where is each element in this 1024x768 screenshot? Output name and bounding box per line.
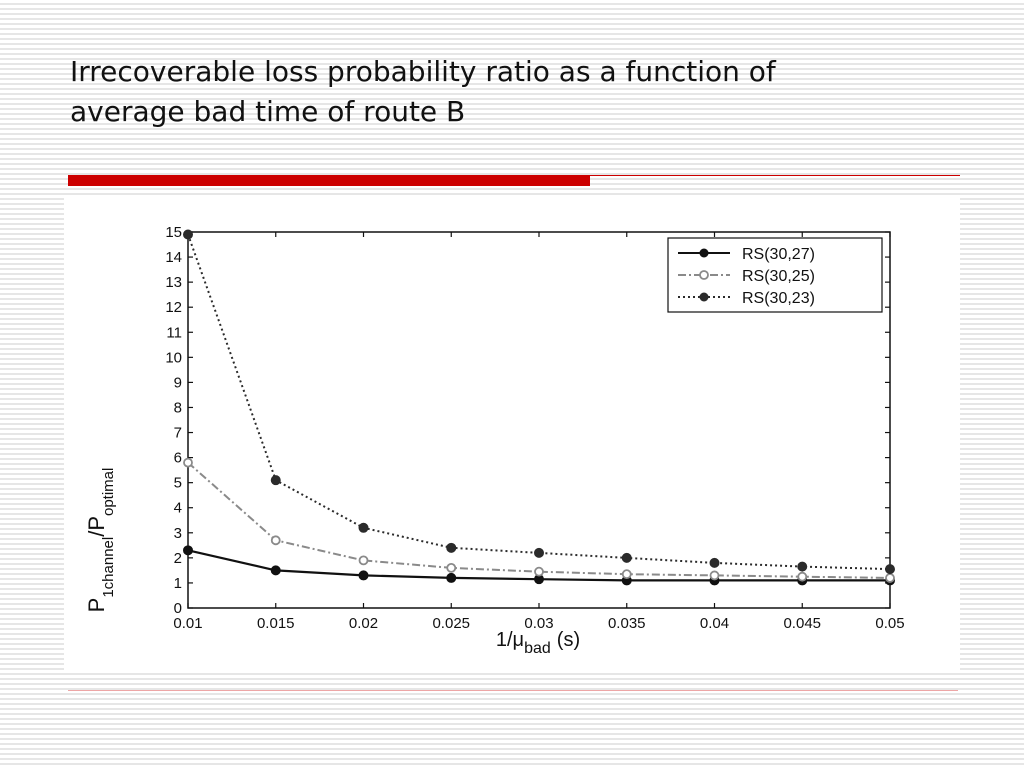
data-point-RS(30,25)	[183, 457, 193, 468]
data-point-RS(30,23)	[446, 542, 457, 553]
data-point-RS(30,25)	[709, 570, 720, 581]
data-point-RS(30,27)	[358, 570, 369, 581]
series-line-RS(30,25)	[187, 461, 891, 579]
data-point-RS(30,25)	[358, 555, 369, 566]
data-point-RS(30,25)	[885, 573, 895, 583]
data-point-RS(30,25)	[534, 566, 544, 577]
y-tick-label: 14	[165, 249, 182, 266]
data-point-RS(30,27)	[183, 545, 193, 556]
legend-label-RS(30,27): RS(30,27)	[742, 246, 815, 263]
y-tick-label: 6	[174, 450, 182, 467]
y-tick-label: 8	[174, 399, 182, 416]
data-point-RS(30,27)	[270, 565, 281, 576]
slide-title-line-1: Irrecoverable loss probability ratio as …	[70, 55, 776, 88]
legend-label-RS(30,23): RS(30,23)	[742, 290, 815, 307]
x-axis-label: 1/μbad (s)	[496, 629, 580, 657]
data-point-RS(30,23)	[709, 557, 720, 568]
chart-figure: 0 1 2 3 4 5 6 7 8 9 10 11 12 13 14 15 0.01 0.015 0.02 0.025…	[64, 196, 960, 670]
y-tick-label: 1	[174, 575, 182, 592]
y-tick-label: 15	[165, 224, 182, 241]
x-tick-label: 0.035	[608, 615, 646, 632]
data-point-RS(30,23)	[183, 229, 193, 240]
x-axis-label-unit: (s)	[557, 629, 580, 651]
y-axis-label-main: P	[84, 598, 109, 613]
x-tick-label: 0.03	[524, 615, 553, 632]
data-point-RS(30,23)	[885, 564, 895, 575]
x-tick-label: 0.015	[257, 615, 295, 632]
y-tick-label: 3	[174, 525, 182, 542]
data-point-RS(30,23)	[797, 561, 808, 572]
x-tick-label: 0.01	[173, 615, 202, 632]
y-axis-label-mid: /P	[84, 516, 109, 537]
y-axis-label-sub2: optimal	[100, 468, 117, 516]
data-point-RS(30,23)	[621, 552, 632, 563]
y-tick-label: 11	[166, 324, 182, 341]
data-point-RS(30,25)	[621, 569, 632, 580]
y-tick-label: 12	[165, 299, 182, 316]
data-point-RS(30,25)	[446, 562, 457, 573]
legend-marker-RS(30,23)	[699, 292, 709, 302]
x-tick-label: 0.05	[875, 615, 904, 632]
slide-title: Irrecoverable loss probability ratio as …	[70, 52, 970, 132]
data-point-RS(30,27)	[446, 572, 457, 583]
y-tick-label: 9	[174, 374, 182, 391]
y-tick-label: 0	[174, 600, 182, 617]
data-point-RS(30,23)	[358, 522, 369, 533]
y-tick-label: 4	[174, 500, 182, 517]
footer-divider	[68, 690, 958, 691]
x-tick-label: 0.02	[349, 615, 378, 632]
slide-title-line-2: average bad time of route B	[70, 95, 466, 128]
data-point-RS(30,23)	[534, 547, 544, 558]
y-tick-label: 5	[174, 475, 182, 492]
y-tick-label: 2	[174, 550, 182, 567]
data-point-RS(30,25)	[797, 571, 808, 582]
y-tick-label: 7	[174, 425, 182, 442]
x-axis-label-sub: bad	[524, 640, 551, 657]
x-tick-label: 0.045	[783, 615, 821, 632]
legend-marker-RS(30,27)	[699, 248, 709, 258]
data-point-RS(30,25)	[270, 535, 281, 546]
data-point-RS(30,23)	[270, 475, 281, 486]
legend-marker-RS(30,25)	[699, 270, 709, 280]
y-axis-label: P1channel/Poptimal	[84, 468, 117, 613]
title-accent-bar	[68, 175, 590, 186]
x-tick-label: 0.04	[700, 615, 729, 632]
x-tick-label: 0.025	[432, 615, 470, 632]
legend-label-RS(30,25): RS(30,25)	[742, 268, 815, 285]
y-tick-label: 13	[165, 274, 182, 291]
title-accent-line	[590, 175, 960, 176]
y-tick-label: 10	[165, 349, 182, 366]
x-axis-label-main: 1/μ	[496, 629, 524, 651]
y-axis-label-sub1: 1channel	[100, 537, 117, 598]
